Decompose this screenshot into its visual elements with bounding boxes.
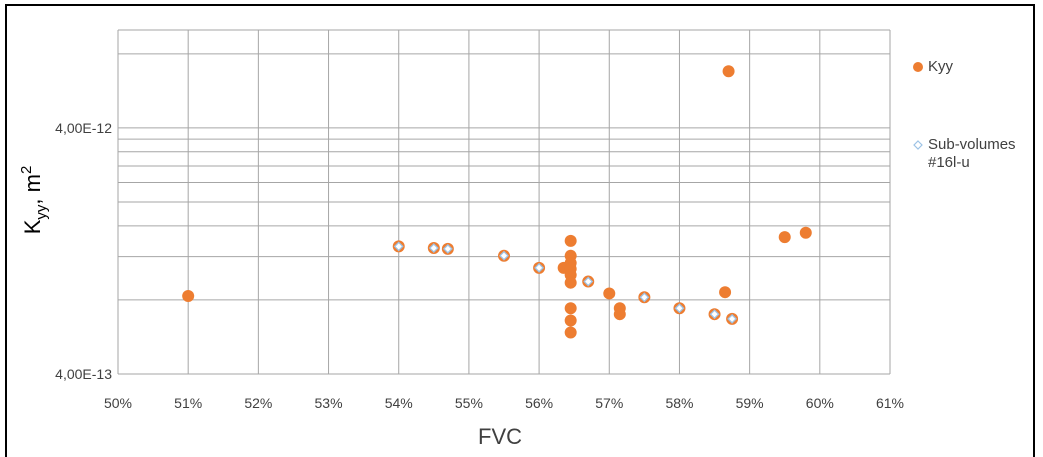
data-point — [727, 313, 738, 324]
y-label-sub: yy — [33, 204, 50, 220]
data-point — [603, 287, 616, 300]
data-point — [564, 234, 577, 247]
x-tick-label: 57% — [595, 395, 623, 411]
data-point — [499, 250, 509, 261]
data-point — [564, 314, 577, 327]
legend-symbol — [913, 140, 923, 150]
x-tick-label: 61% — [876, 395, 904, 411]
data-point — [799, 226, 812, 239]
data-point — [442, 243, 453, 254]
data-point — [393, 241, 404, 252]
x-tick-label: 59% — [736, 395, 764, 411]
data-point — [719, 286, 732, 299]
frame — [5, 4, 1035, 457]
data-point — [778, 231, 791, 244]
data-point — [583, 276, 594, 287]
x-tick-label: 52% — [244, 395, 272, 411]
legend-entry: Sub-volumes #16l-u — [912, 136, 1032, 171]
y-label-part: , m — [20, 174, 45, 205]
x-tick-label: 54% — [385, 395, 413, 411]
y-tick-label: 4,00E-12 — [55, 120, 112, 136]
y-tick-label: 4,00E-13 — [55, 366, 112, 382]
x-tick-label: 51% — [174, 395, 202, 411]
legend-marker — [913, 62, 923, 72]
data-point — [564, 276, 577, 289]
data-point — [639, 292, 650, 303]
legend-entry: Kyy — [912, 58, 1032, 80]
x-tick-label: 60% — [806, 395, 834, 411]
legend-label: Kyy — [928, 58, 954, 75]
data-point — [564, 326, 577, 339]
data-point — [564, 302, 577, 315]
legend-label: Sub-volumes #16l-u — [928, 136, 1016, 171]
data-point — [709, 309, 720, 320]
y-axis-label: Kyy, m2 — [18, 166, 50, 235]
x-axis-label: FVC — [478, 424, 522, 449]
y-label-part: K — [20, 219, 45, 234]
y-label-sup: 2 — [18, 166, 35, 174]
x-tick-label: 53% — [315, 395, 343, 411]
data-point — [674, 303, 685, 314]
data-point — [613, 308, 626, 321]
data-point — [428, 243, 439, 253]
grid — [117, 29, 891, 375]
data-point — [722, 65, 735, 78]
data-point — [534, 262, 545, 273]
x-tick-label: 50% — [104, 395, 132, 411]
legend-symbol — [913, 62, 923, 72]
data-point — [182, 289, 195, 302]
x-tick-label: 55% — [455, 395, 483, 411]
x-tick-label: 58% — [665, 395, 693, 411]
legend-marker — [913, 140, 923, 150]
x-tick-label: 56% — [525, 395, 553, 411]
